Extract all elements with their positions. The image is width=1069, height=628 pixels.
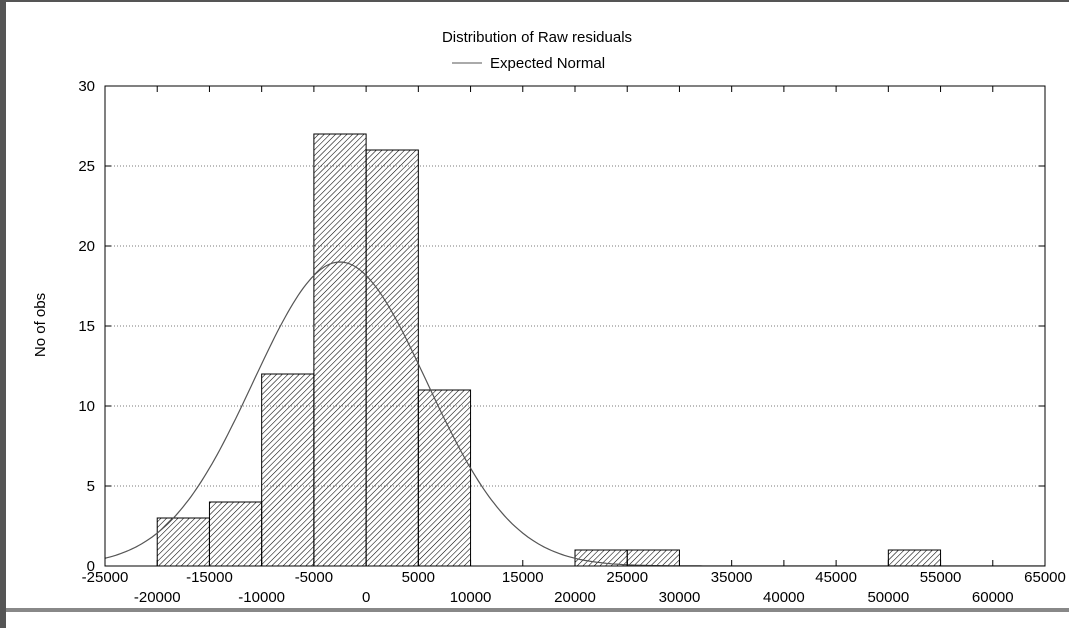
histogram-bar bbox=[365, 149, 419, 567]
window-frame-left bbox=[0, 0, 6, 628]
x-tick-label-lower: 30000 bbox=[659, 589, 701, 606]
histogram-bar bbox=[417, 389, 472, 567]
x-tick-label-upper: -25000 bbox=[82, 569, 129, 586]
histogram-bar bbox=[887, 549, 942, 567]
x-tick-label-lower: -20000 bbox=[134, 589, 181, 606]
histogram-bar bbox=[313, 133, 367, 567]
x-tick-label-lower: 10000 bbox=[450, 589, 492, 606]
x-tick-label-lower: 40000 bbox=[763, 589, 805, 606]
x-tick-label-lower: 60000 bbox=[972, 589, 1014, 606]
histogram-bar bbox=[626, 549, 680, 567]
x-tick-label-upper: 45000 bbox=[815, 569, 857, 586]
x-tick-label-upper: 35000 bbox=[711, 569, 753, 586]
normal-curve bbox=[105, 261, 1045, 566]
histogram-bar bbox=[156, 517, 210, 567]
y-tick-label: 20 bbox=[78, 238, 95, 255]
x-tick-label-upper: -15000 bbox=[186, 569, 233, 586]
histogram-bar bbox=[261, 373, 315, 567]
x-tick-label-upper: 65000 bbox=[1024, 569, 1066, 586]
y-axis-label: No of obs bbox=[32, 293, 49, 357]
y-tick-label: 25 bbox=[78, 158, 95, 175]
x-tick-label-lower: 0 bbox=[362, 589, 370, 606]
x-tick-label-upper: 55000 bbox=[920, 569, 962, 586]
x-tick-label-lower: 50000 bbox=[867, 589, 909, 606]
y-tick-label: 0 bbox=[87, 558, 95, 575]
y-tick-label: 10 bbox=[78, 398, 95, 415]
histogram-bar bbox=[208, 501, 263, 567]
histogram-bar bbox=[574, 549, 628, 567]
x-tick-label-upper: -5000 bbox=[295, 569, 333, 586]
y-tick-labels: 0 5 10 15 20 25 30 bbox=[78, 78, 95, 575]
y-tick-label: 5 bbox=[87, 478, 95, 495]
x-tick-label-upper: 25000 bbox=[606, 569, 648, 586]
x-tick-label-upper: 15000 bbox=[502, 569, 544, 586]
histogram-bars bbox=[156, 133, 942, 567]
normal-curve-layer bbox=[105, 261, 1045, 566]
x-tick-label-lower: 20000 bbox=[554, 589, 596, 606]
chart-title: Distribution of Raw residuals bbox=[442, 29, 632, 46]
x-tick-labels: -25000 -15000 -5000 5000 15000 25000 35000 4500… bbox=[82, 569, 1066, 606]
grid-lines bbox=[105, 165, 1045, 487]
axis-ticks bbox=[104, 85, 1046, 567]
y-tick-label: 15 bbox=[78, 318, 95, 335]
y-tick-label: 30 bbox=[78, 78, 95, 95]
window-frame-top bbox=[0, 0, 1069, 2]
window-frame-bottom bbox=[6, 608, 1069, 612]
legend-expected-normal: Expected Normal bbox=[490, 55, 605, 72]
x-tick-label-lower: -10000 bbox=[238, 589, 285, 606]
x-tick-label-upper: 5000 bbox=[402, 569, 435, 586]
